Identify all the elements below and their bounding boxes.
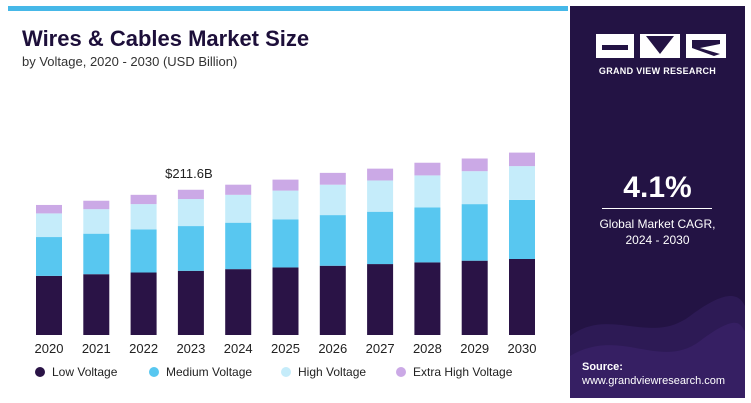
cagr-label-line1: Global Market CAGR,: [599, 217, 716, 231]
bar-low-voltage-2029: [461, 260, 488, 335]
bar-extra-high-voltage-2022: [130, 194, 157, 205]
bar-low-voltage-2024: [225, 269, 252, 335]
cagr-label: Global Market CAGR, 2024 - 2030: [570, 216, 745, 248]
x-tick-2027: 2027: [366, 341, 395, 356]
bar-extra-high-voltage-2026: [319, 172, 346, 185]
bar-medium-voltage-2022: [130, 229, 157, 273]
x-tick-2024: 2024: [224, 341, 253, 356]
bar-extra-high-voltage-2028: [414, 162, 441, 176]
x-tick-2021: 2021: [82, 341, 111, 356]
x-tick-2022: 2022: [129, 341, 158, 356]
bar-extra-high-voltage-2025: [272, 179, 299, 191]
chart-subtitle: by Voltage, 2020 - 2030 (USD Billion): [22, 54, 238, 69]
accent-bar: [8, 6, 568, 11]
x-tick-2025: 2025: [271, 341, 300, 356]
bar-medium-voltage-2028: [414, 207, 441, 263]
cagr-label-line2: 2024 - 2030: [625, 233, 690, 247]
wave-decoration: [570, 296, 745, 398]
bar-extra-high-voltage-2023: [177, 189, 204, 200]
bar-low-voltage-2027: [367, 264, 394, 335]
bar-extra-high-voltage-2027: [367, 168, 394, 181]
legend-label-low-voltage: Low Voltage: [52, 365, 118, 379]
bar-medium-voltage-2020: [36, 237, 62, 276]
bar-low-voltage-2020: [36, 275, 62, 335]
legend-label-high-voltage: High Voltage: [298, 365, 366, 379]
bar-high-voltage-2026: [319, 184, 346, 216]
bar-high-voltage-2025: [272, 190, 299, 220]
bar-low-voltage-2021: [83, 274, 110, 335]
bar-high-voltage-2020: [36, 213, 62, 238]
legend-swatch-low-voltage: [35, 367, 45, 377]
bar-medium-voltage-2029: [461, 204, 488, 261]
bar-medium-voltage-2023: [177, 226, 204, 271]
bar-high-voltage-2022: [130, 204, 157, 230]
brand-name: GRAND VIEW RESEARCH: [598, 66, 717, 76]
grand-view-research-logo: [596, 34, 726, 58]
x-tick-2020: 2020: [35, 341, 64, 356]
bar-extra-high-voltage-2029: [461, 158, 488, 172]
x-tick-2028: 2028: [413, 341, 442, 356]
stacked-bar-chart: 2020 2021 2022 2023 2024 2025 2026 2027 2028 2029…: [35, 152, 537, 379]
x-tick-labels: 2020 2021 2022 2023 2024 2025 2026 2027 2028 2029…: [35, 341, 537, 356]
right-edge: [745, 6, 751, 398]
bar-extra-high-voltage-2024: [225, 184, 252, 195]
legend-swatch-medium-voltage: [149, 367, 159, 377]
legend-label-medium-voltage: Medium Voltage: [166, 365, 252, 379]
bar-medium-voltage-2024: [225, 222, 252, 270]
bar-high-voltage-2027: [367, 180, 394, 212]
legend-swatch-high-voltage: [281, 367, 291, 377]
cagr-value: 4.1%: [623, 171, 692, 204]
x-tick-2029: 2029: [460, 341, 489, 356]
bar-medium-voltage-2021: [83, 233, 110, 275]
bar-extra-high-voltage-2020: [36, 204, 62, 214]
bar-medium-voltage-2025: [272, 219, 299, 268]
bar-low-voltage-2026: [319, 265, 346, 335]
bar-extra-high-voltage-2030: [509, 152, 535, 167]
cagr-divider: [602, 208, 712, 209]
bar-low-voltage-2028: [414, 262, 441, 335]
info-panel: GRAND VIEW RESEARCH 4.1% Global Market C…: [570, 6, 745, 398]
bars-group: [36, 152, 535, 335]
x-tick-2023: 2023: [176, 341, 205, 356]
bar-high-voltage-2029: [461, 171, 488, 205]
bar-high-voltage-2021: [83, 209, 110, 234]
bar-low-voltage-2030: [509, 259, 535, 335]
bar-extra-high-voltage-2021: [83, 200, 110, 210]
bar-high-voltage-2030: [509, 166, 535, 200]
bar-low-voltage-2025: [272, 267, 299, 335]
bar-medium-voltage-2027: [367, 211, 394, 265]
bar-medium-voltage-2026: [319, 215, 346, 266]
source-label: Source:: [582, 361, 623, 373]
annotations: $211.6B: [165, 166, 212, 181]
chart-title: Wires & Cables Market Size: [22, 26, 310, 51]
x-tick-2030: 2030: [508, 341, 537, 356]
legend-label-extra-high-voltage: Extra High Voltage: [413, 365, 513, 379]
annotation-value-label: $211.6B: [165, 166, 212, 181]
legend-swatch-extra-high-voltage: [396, 367, 406, 377]
bar-high-voltage-2023: [177, 199, 204, 227]
bar-high-voltage-2028: [414, 175, 441, 208]
x-tick-2026: 2026: [318, 341, 347, 356]
source-url[interactable]: www.grandviewresearch.com: [582, 375, 726, 387]
bar-medium-voltage-2030: [509, 199, 535, 259]
bar-low-voltage-2022: [130, 272, 157, 335]
legend: Low Voltage Medium Voltage High Voltage Ext…: [35, 365, 513, 379]
bar-low-voltage-2023: [177, 270, 204, 335]
bar-high-voltage-2024: [225, 194, 252, 223]
